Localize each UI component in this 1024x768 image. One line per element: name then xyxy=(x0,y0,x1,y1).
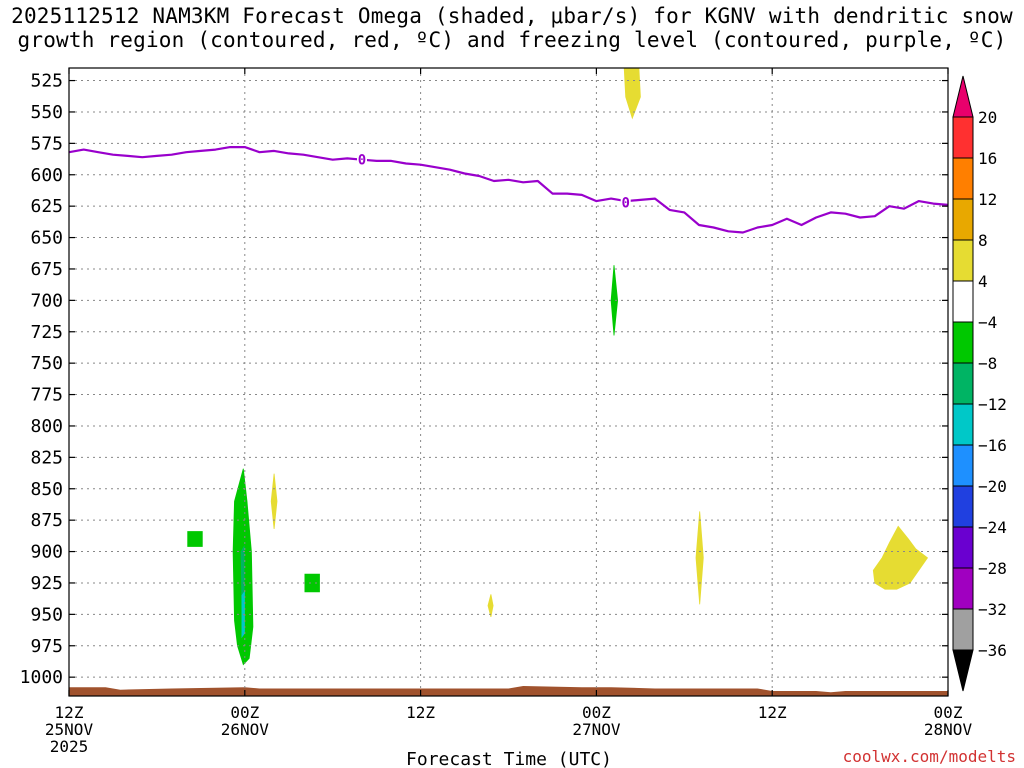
colorbar-label: −12 xyxy=(978,395,1007,414)
y-tick-label: 850 xyxy=(30,479,63,500)
credit-text: coolwx.com/modelts xyxy=(843,747,1016,766)
colorbar-swatch xyxy=(952,403,974,446)
title-line-1: 2025112512 NAM3KM Forecast Omega (shaded… xyxy=(11,4,1013,28)
y-tick-label: 525 xyxy=(30,71,63,92)
y-tick-label: 600 xyxy=(30,165,63,186)
colorbar-label: −4 xyxy=(978,313,997,332)
omega-region xyxy=(695,511,704,605)
colorbar-label: 12 xyxy=(978,190,997,209)
colorbar-swatch xyxy=(952,321,974,364)
y-tick-label: 775 xyxy=(30,385,63,406)
x-tick-label: 12Z xyxy=(55,703,84,722)
omega-region xyxy=(872,525,929,590)
x-tick-label: 00Z xyxy=(934,703,963,722)
y-tick-label: 550 xyxy=(30,102,63,123)
y-tick-label: 900 xyxy=(30,542,63,563)
y-axis: 525 550 575 600 625 650 675 700 725 750 775 800 825 8… xyxy=(20,71,948,688)
y-tick-label: 1000 xyxy=(20,667,63,688)
x-tick-label: 28NOV xyxy=(924,720,973,739)
y-tick-label: 650 xyxy=(30,228,63,249)
colorbar-swatch xyxy=(952,362,974,405)
y-tick-label: 725 xyxy=(30,322,63,343)
x-tick-label: 12Z xyxy=(406,703,435,722)
colorbar-swatch xyxy=(952,608,974,651)
colorbar-swatch xyxy=(952,280,974,323)
y-tick-label: 575 xyxy=(30,133,63,154)
freezing-level-label-bg xyxy=(357,151,367,167)
colorbar-swatch xyxy=(952,444,974,487)
terrain xyxy=(69,686,948,696)
y-tick-label: 700 xyxy=(30,290,63,311)
y-tick-label: 625 xyxy=(30,196,63,217)
x-tick-label: 12Z xyxy=(758,703,787,722)
omega-region xyxy=(187,531,203,547)
colorbar-swatch xyxy=(952,526,974,569)
omega-region xyxy=(304,573,320,593)
colorbar-label: 4 xyxy=(978,272,988,291)
colorbar-label: −8 xyxy=(978,354,997,373)
x-tick-label: 27NOV xyxy=(572,720,621,739)
x-tick-label: 2025 xyxy=(50,737,89,756)
colorbar-label: −20 xyxy=(978,477,1007,496)
plot-background xyxy=(69,68,948,696)
freezing-level-label: 0 xyxy=(358,153,366,169)
colorbar-swatch xyxy=(952,75,974,118)
colorbar-swatch xyxy=(952,649,974,692)
x-tick-label: 00Z xyxy=(230,703,259,722)
chart-title: 2025112512 NAM3KM Forecast Omega (shaded… xyxy=(0,4,1024,52)
y-tick-label: 950 xyxy=(30,604,63,625)
x-tick-label: 25NOV xyxy=(45,720,94,739)
plot-frame xyxy=(68,67,949,697)
y-tick-label: 825 xyxy=(30,447,63,468)
omega-shading xyxy=(187,67,929,666)
colorbar-label: −32 xyxy=(978,600,1007,619)
colorbar-label: 20 xyxy=(978,108,997,127)
y-tick-label: 875 xyxy=(30,510,63,531)
freezing-level-label-bg xyxy=(620,194,631,210)
x-tick-label: 26NOV xyxy=(221,720,270,739)
colorbar-label: −36 xyxy=(978,641,1007,660)
y-tick-label: 800 xyxy=(30,416,63,437)
colorbar-swatch xyxy=(952,198,974,241)
title-line-2: growth region (contoured, red, ºC) and f… xyxy=(17,28,1007,52)
colorbar-swatch xyxy=(952,485,974,528)
colorbar-label: −24 xyxy=(978,518,1007,537)
colorbar-swatch xyxy=(952,239,974,282)
y-tick-label: 975 xyxy=(30,636,63,657)
colorbar-swatch xyxy=(952,116,974,159)
omega-region xyxy=(487,594,494,617)
y-tick-label: 750 xyxy=(30,353,63,374)
colorbar-label: −28 xyxy=(978,559,1007,578)
x-tick-label: 00Z xyxy=(582,703,611,722)
colorbar-label: 16 xyxy=(978,149,997,168)
y-tick-label: 675 xyxy=(30,259,63,280)
freezing-level-line xyxy=(68,146,949,234)
freezing-level: 00 xyxy=(68,146,949,234)
grid-lines xyxy=(69,68,948,696)
colorbar-label: −16 xyxy=(978,436,1007,455)
omega-region xyxy=(610,265,619,336)
colorbar-label: 8 xyxy=(978,231,988,250)
terrain-area xyxy=(69,686,948,696)
colorbar: 20 16 12 8 4 −4 −8 −12 −16 −20 −24 −28 −32 −36 xyxy=(952,75,1007,692)
freezing-level-label: 0 xyxy=(621,195,629,211)
colorbar-swatch xyxy=(952,567,974,610)
x-axis-label: Forecast Time (UTC) xyxy=(406,749,612,768)
y-tick-label: 925 xyxy=(30,573,63,594)
colorbar-swatch xyxy=(952,157,974,200)
